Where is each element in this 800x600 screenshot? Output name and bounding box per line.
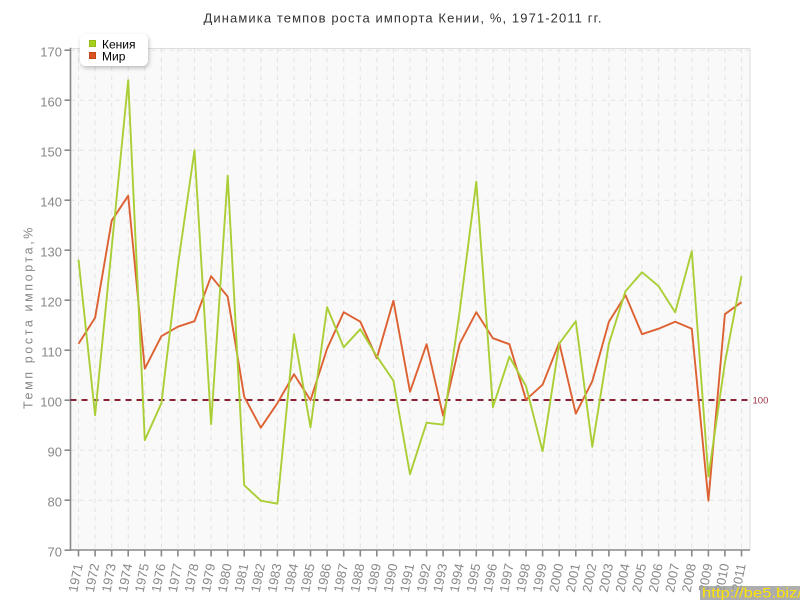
svg-text:2011: 2011 [729,562,749,592]
svg-text:1974: 1974 [115,562,135,593]
svg-text:1976: 1976 [148,562,168,593]
svg-text:100: 100 [40,394,62,409]
svg-text:110: 110 [41,344,62,359]
svg-text:1998: 1998 [513,562,533,593]
svg-text:100: 100 [753,395,769,406]
svg-text:1971: 1971 [65,562,85,593]
svg-text:2000: 2000 [546,562,566,593]
svg-text:2009: 2009 [695,562,715,593]
svg-text:Динамика темпов роста импорта: Динамика темпов роста импорта Кении, %, … [203,11,602,26]
svg-text:1979: 1979 [198,562,218,593]
svg-text:80: 80 [48,494,62,509]
svg-text:1977: 1977 [165,562,185,593]
svg-text:1988: 1988 [347,562,367,593]
svg-text:170: 170 [40,44,62,59]
svg-text:1981: 1981 [231,562,251,593]
svg-text:90: 90 [48,444,62,459]
svg-text:1973: 1973 [99,562,119,593]
svg-text:1992: 1992 [414,562,434,593]
svg-text:Темп роста импорта,%: Темп роста импорта,% [22,225,36,409]
svg-text:2002: 2002 [579,562,599,593]
svg-text:130: 130 [40,244,62,259]
svg-text:1986: 1986 [314,562,334,593]
svg-text:1999: 1999 [530,562,550,593]
svg-text:1991: 1991 [397,562,417,593]
svg-text:1980: 1980 [215,562,235,593]
svg-text:1987: 1987 [331,562,351,593]
svg-text:160: 160 [40,94,62,109]
svg-text:1996: 1996 [480,562,500,593]
svg-text:1993: 1993 [430,562,450,593]
svg-text:1972: 1972 [82,562,102,593]
svg-text:2003: 2003 [596,562,616,593]
svg-text:2007: 2007 [662,562,682,593]
svg-text:70: 70 [48,544,62,559]
svg-text:2006: 2006 [646,562,666,593]
svg-text:2010: 2010 [712,562,732,593]
svg-text:1978: 1978 [181,562,201,593]
svg-text:1989: 1989 [364,562,384,593]
svg-text:Мир: Мир [102,49,126,63]
svg-text:1982: 1982 [248,562,268,593]
svg-text:2008: 2008 [679,562,699,593]
svg-text:http://be5.biz/: http://be5.biz/ [702,585,800,600]
svg-text:1995: 1995 [463,562,483,593]
svg-text:1990: 1990 [380,562,400,593]
svg-text:2004: 2004 [612,562,632,593]
svg-text:2005: 2005 [629,562,649,593]
svg-text:1984: 1984 [281,562,301,593]
svg-text:150: 150 [40,144,62,159]
svg-text:1983: 1983 [264,562,284,593]
svg-text:2001: 2001 [563,562,583,593]
svg-text:140: 140 [40,194,62,209]
svg-text:1994: 1994 [447,562,467,593]
svg-text:120: 120 [40,294,62,309]
svg-text:1997: 1997 [496,562,516,593]
svg-text:Кения: Кения [102,37,136,51]
svg-text:1985: 1985 [297,562,317,593]
svg-text:1975: 1975 [132,562,152,593]
